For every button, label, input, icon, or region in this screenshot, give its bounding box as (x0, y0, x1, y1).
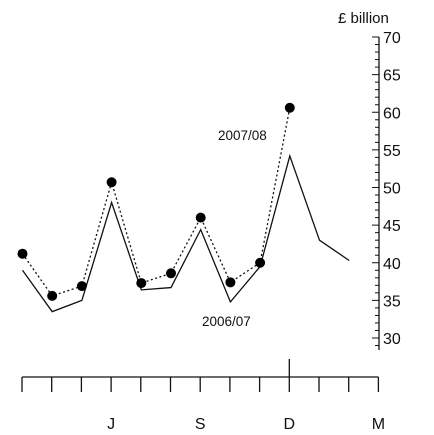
x-tick-label: S (195, 416, 206, 433)
y-tick-label: 35 (383, 293, 401, 310)
series-label-2006-07: 2006/07 (202, 314, 251, 329)
y-tick-label: 40 (383, 256, 401, 273)
data-point-2007-08 (106, 177, 117, 188)
y-tick-label: 55 (383, 143, 401, 160)
data-point-2007-08 (195, 212, 206, 223)
y-axis-unit-label: £ billion (338, 10, 389, 27)
data-point-2007-08 (76, 281, 87, 292)
axes (22, 37, 380, 378)
y-tick-label: 50 (383, 181, 401, 198)
y-tick-label: 70 (383, 30, 401, 47)
series-label-2007-08: 2007/08 (218, 128, 267, 143)
data-point-2007-08 (17, 248, 28, 259)
data-point-2007-08 (284, 102, 295, 113)
series-lines (21, 107, 350, 313)
x-tick-label: J (107, 416, 115, 433)
data-point-2007-08 (166, 268, 176, 279)
y-tick-label: 45 (383, 218, 401, 235)
y-tick-label: 30 (383, 331, 401, 348)
y-tick-label: 60 (383, 105, 401, 122)
series-line-2007-08 (21, 107, 291, 297)
series-line-2006-07 (21, 153, 350, 313)
data-point-2007-08 (225, 277, 236, 288)
x-tick-label: D (284, 416, 296, 433)
data-point-2007-08 (47, 290, 58, 301)
y-axis-ticks: 30 35 40 45 50 55 60 65 70 (372, 30, 401, 348)
data-point-2007-08 (136, 278, 147, 289)
data-point-2007-08 (255, 257, 266, 268)
series-markers (17, 102, 295, 301)
y-tick-label: 65 (383, 68, 401, 85)
x-tick-label: M (372, 416, 385, 433)
